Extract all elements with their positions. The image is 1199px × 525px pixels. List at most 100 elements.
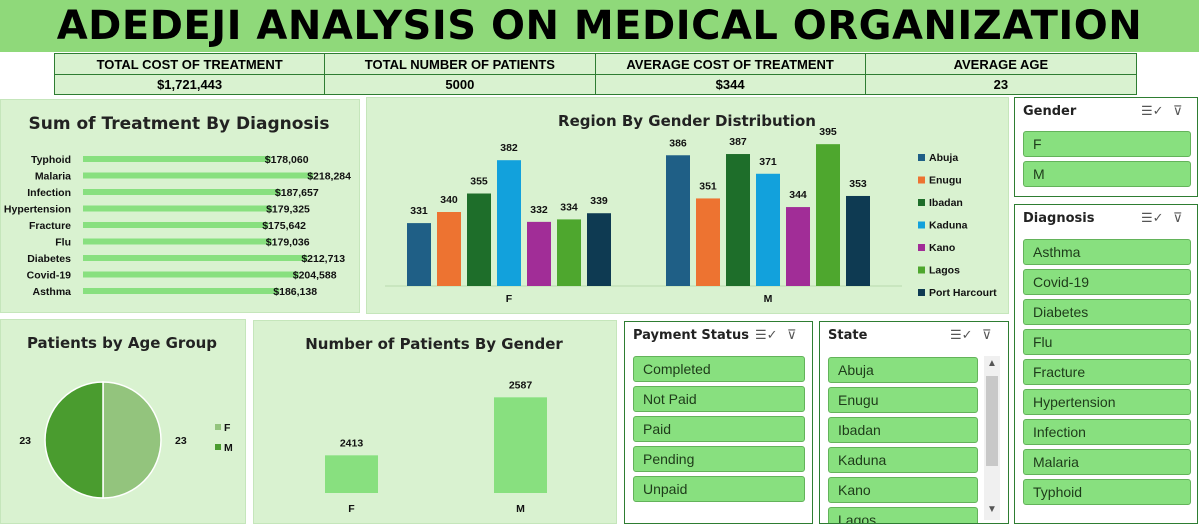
slicer-title: State — [828, 328, 868, 343]
x-tick-label: F — [506, 293, 513, 305]
kpi-average-age: AVERAGE AGE 23 — [865, 54, 1136, 94]
data-label: 382 — [500, 142, 518, 154]
age-chart-title: Patients by Age Group — [26, 334, 218, 352]
slicer-item-kano[interactable]: Kano — [828, 477, 978, 503]
scroll-thumb[interactable] — [986, 376, 998, 466]
region-bar — [666, 155, 690, 286]
region-chart-title: Region By Gender Distribution — [558, 112, 816, 130]
legend-label: Enugu — [929, 175, 962, 187]
y-tick-label: Hypertension — [4, 204, 71, 216]
legend-label: Kaduna — [929, 220, 968, 232]
slicer-item-infection[interactable]: Infection — [1023, 419, 1191, 445]
data-label: 334 — [560, 201, 578, 213]
legend-label: Abuja — [929, 152, 958, 164]
gender-slicer: Gender ☰✓ ⊽ F M — [1014, 97, 1198, 197]
slicer-title: Payment Status — [633, 328, 749, 343]
kpi-label: TOTAL NUMBER OF PATIENTS — [325, 54, 595, 75]
state-scrollbar[interactable]: ▲ ▼ — [984, 356, 1000, 520]
y-tick-label: Flu — [55, 237, 71, 249]
region-chart: 331 340 355 382 332 334 339 F 386 351 387 371 344 395… — [385, 126, 997, 305]
slicer-item-typhoid[interactable]: Typhoid — [1023, 479, 1191, 505]
slicer-item-abuja[interactable]: Abuja — [828, 357, 978, 383]
slicer-item-enugu[interactable]: Enugu — [828, 387, 978, 413]
clear-filter-icon[interactable]: ⊽ — [982, 327, 992, 342]
slicer-item-not-paid[interactable]: Not Paid — [633, 386, 805, 412]
legend-label: Lagos — [929, 265, 960, 277]
region-bar — [756, 173, 780, 286]
payment-status-slicer: Payment Status ☰✓ ⊽ Completed Not Paid Pai… — [624, 321, 813, 524]
slicer-item-covid-19[interactable]: Covid-19 — [1023, 269, 1191, 295]
x-tick-label: F — [348, 503, 355, 515]
title-banner: ADEDEJI ANALYSIS ON MEDICAL ORGANIZATION — [0, 0, 1199, 52]
gender-chart-panel: Number of Patients By Gender 2413 F 2587 M — [253, 320, 617, 524]
region-bar — [497, 160, 521, 286]
slicer-item-pending[interactable]: Pending — [633, 446, 805, 472]
slicer-item-m[interactable]: M — [1023, 161, 1191, 187]
data-label: $178,060 — [265, 154, 309, 166]
treatment-bar — [83, 156, 271, 162]
slicer-item-kaduna[interactable]: Kaduna — [828, 447, 978, 473]
treatment-bar — [83, 222, 269, 228]
treatment-bar — [83, 238, 272, 245]
slicer-item-paid[interactable]: Paid — [633, 416, 805, 442]
slicer-item-completed[interactable]: Completed — [633, 356, 805, 382]
legend-swatch — [918, 199, 925, 206]
data-label: 331 — [410, 205, 428, 217]
data-label: 2413 — [340, 437, 364, 449]
region-bar — [696, 198, 720, 286]
kpi-total-patients: TOTAL NUMBER OF PATIENTS 5000 — [325, 54, 596, 94]
data-label: $187,657 — [275, 187, 319, 199]
gender-bar — [325, 455, 378, 493]
kpi-label: AVERAGE COST OF TREATMENT — [595, 54, 865, 75]
legend-swatch — [918, 289, 925, 296]
multi-select-icon[interactable]: ☰✓ — [1141, 103, 1164, 118]
legend-swatch — [918, 221, 925, 229]
slicer-item-malaria[interactable]: Malaria — [1023, 449, 1191, 475]
treatment-bar — [83, 205, 273, 212]
data-label: $179,325 — [266, 204, 310, 216]
data-label: $204,588 — [293, 270, 337, 282]
slicer-item-fracture[interactable]: Fracture — [1023, 359, 1191, 385]
multi-select-icon[interactable]: ☰✓ — [950, 327, 973, 342]
data-label: $186,138 — [273, 286, 317, 298]
slicer-item-hypertension[interactable]: Hypertension — [1023, 389, 1191, 415]
slicer-item-unpaid[interactable]: Unpaid — [633, 476, 805, 502]
legend-swatch — [918, 266, 925, 274]
region-bar — [557, 219, 581, 286]
multi-select-icon[interactable]: ☰✓ — [755, 327, 778, 342]
state-slicer: State ☰✓ ⊽ Abuja Enugu Ibadan Kaduna Kano Lag… — [819, 321, 1009, 524]
slicer-item-lagos[interactable]: Lagos — [828, 507, 978, 523]
page-title: ADEDEJI ANALYSIS ON MEDICAL ORGANIZATION — [56, 3, 1143, 49]
legend-label: M — [224, 442, 233, 454]
clear-filter-icon[interactable]: ⊽ — [1173, 103, 1183, 118]
gender-chart: 2413 F 2587 M — [325, 379, 547, 515]
treatment-chart-panel: Sum of Treatment By Diagnosis Typhoid $17… — [0, 99, 360, 313]
legend-swatch — [918, 154, 925, 161]
region-bar — [407, 223, 431, 286]
slicer-item-asthma[interactable]: Asthma — [1023, 239, 1191, 265]
scroll-down-icon[interactable]: ▼ — [987, 504, 997, 515]
region-bar — [587, 213, 611, 286]
slicer-item-ibadan[interactable]: Ibadan — [828, 417, 978, 443]
region-bar — [816, 144, 840, 286]
clear-filter-icon[interactable]: ⊽ — [787, 327, 797, 342]
kpi-value: $1,721,443 — [55, 75, 325, 94]
scroll-up-icon[interactable]: ▲ — [987, 358, 997, 369]
kpi-value: 23 — [865, 75, 1136, 94]
data-label: 2587 — [509, 379, 533, 391]
diagnosis-slicer: Diagnosis ☰✓ ⊽ Asthma Covid-19 Diabetes Flu… — [1014, 204, 1198, 524]
data-label: 353 — [849, 178, 867, 190]
data-label: 386 — [669, 137, 687, 149]
slicer-item-diabetes[interactable]: Diabetes — [1023, 299, 1191, 325]
slicer-item-f[interactable]: F — [1023, 131, 1191, 157]
clear-filter-icon[interactable]: ⊽ — [1173, 210, 1183, 225]
region-bar — [527, 221, 551, 286]
slicer-item-flu[interactable]: Flu — [1023, 329, 1191, 355]
treatment-bar — [83, 288, 280, 294]
multi-select-icon[interactable]: ☰✓ — [1141, 210, 1164, 225]
region-bar — [726, 154, 750, 286]
legend-swatch — [215, 444, 221, 450]
data-label: 344 — [789, 189, 807, 201]
gender-bar — [494, 397, 547, 493]
legend-label: Kano — [929, 242, 955, 254]
